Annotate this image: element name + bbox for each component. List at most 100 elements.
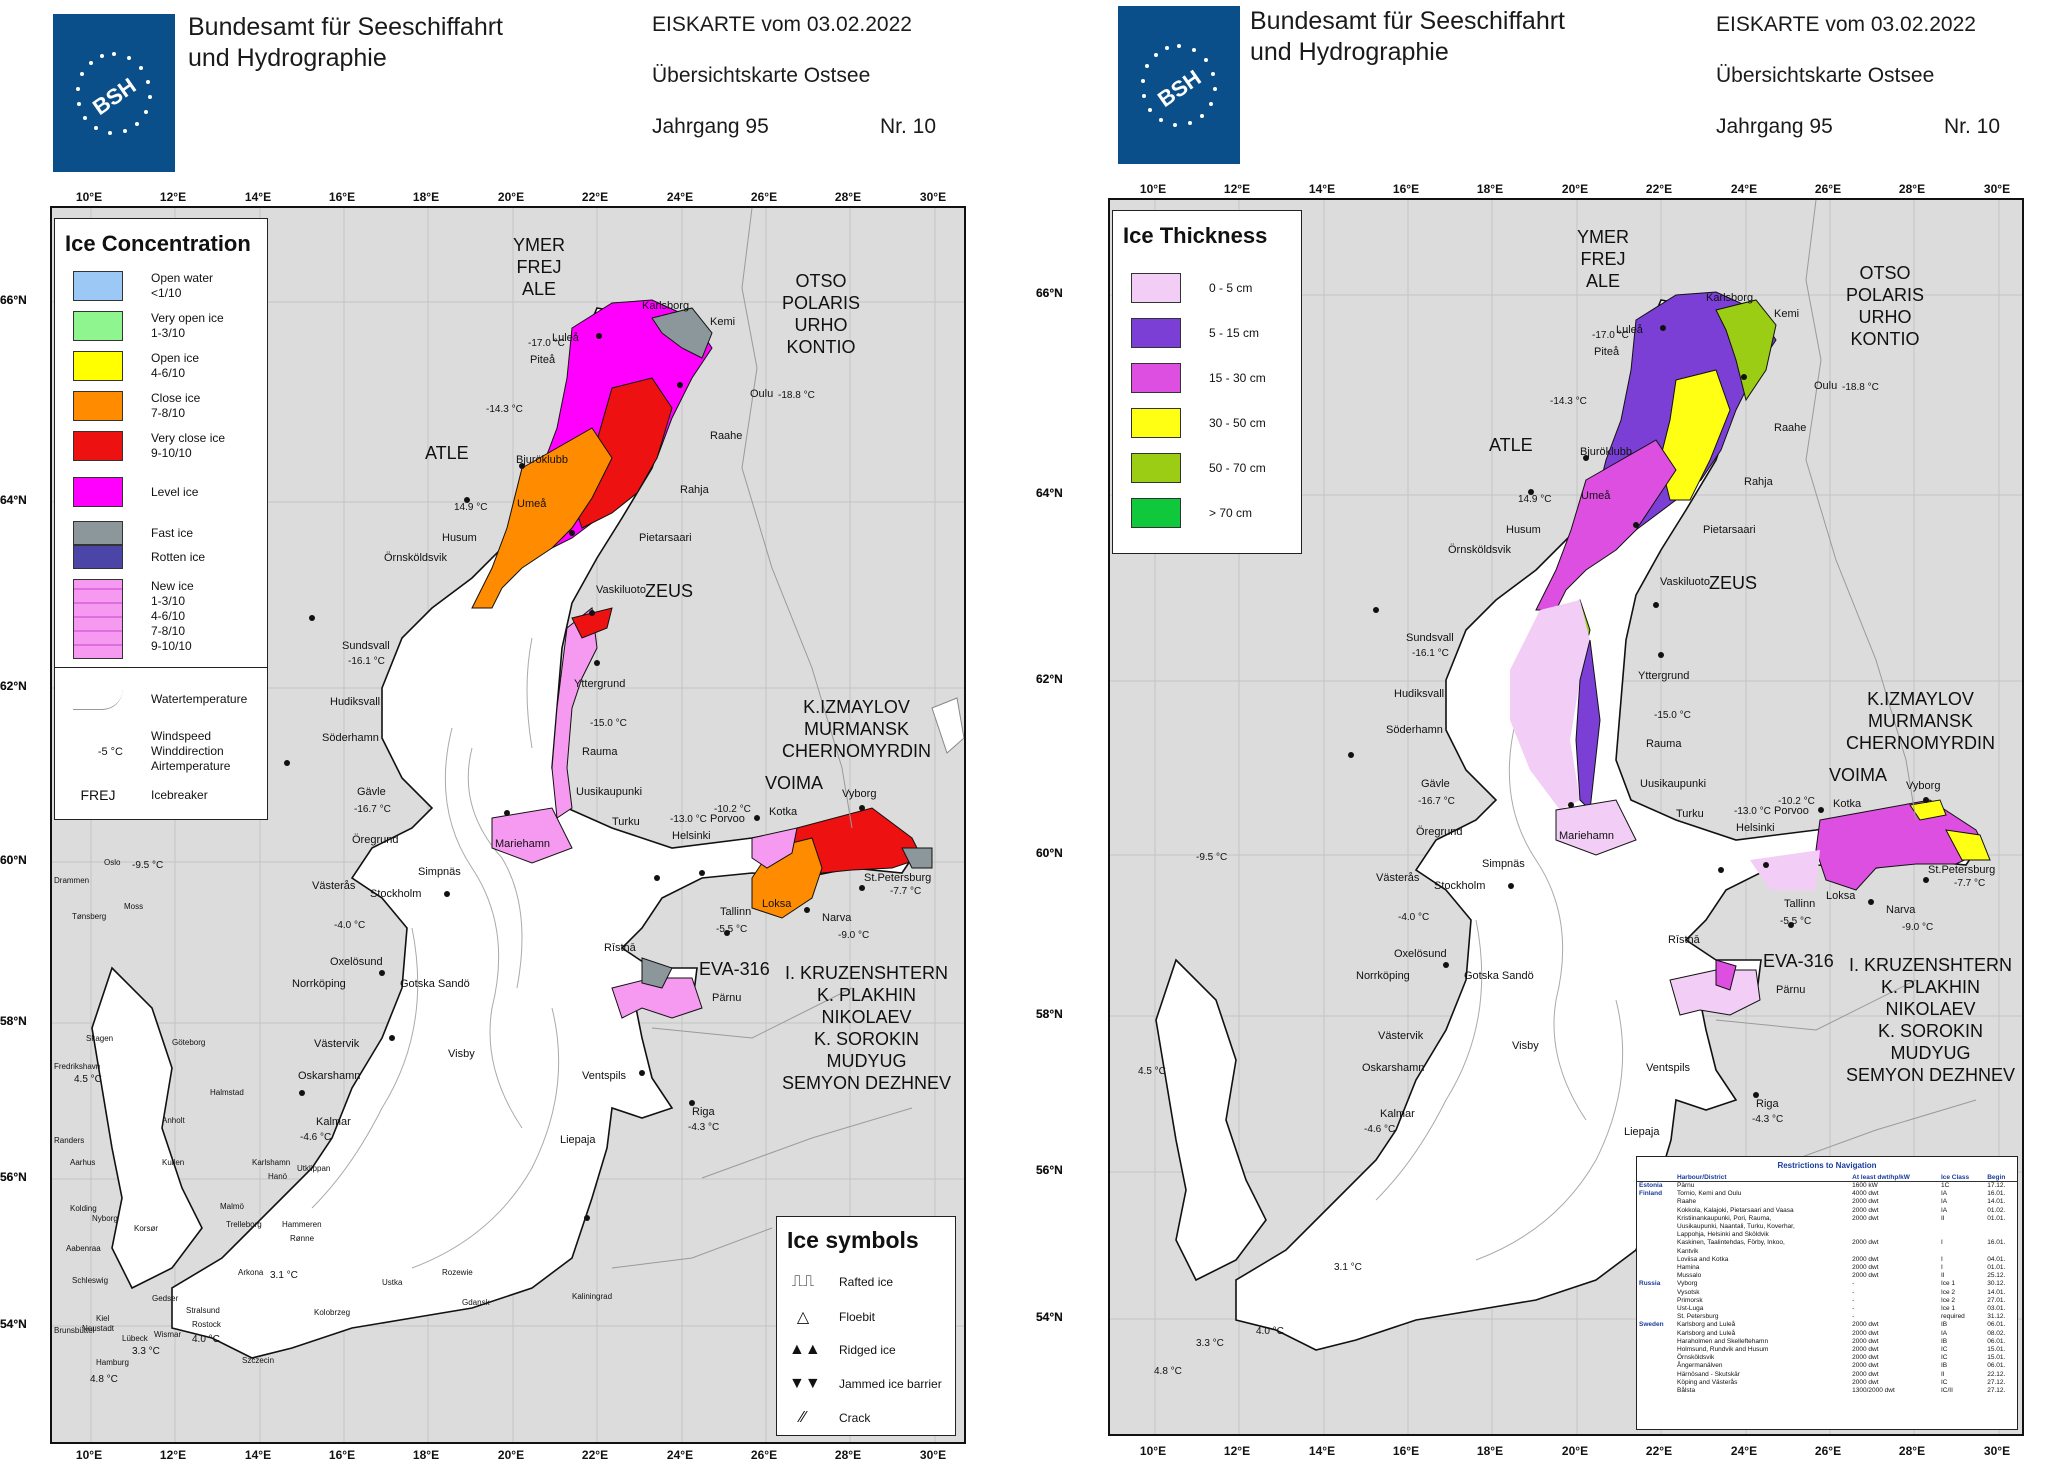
- table-cell: Hamina: [1677, 1264, 1700, 1272]
- icebreaker-group[interactable]: VOIMA: [1829, 765, 1888, 785]
- legend-item-rotten-ice: Rotten ice: [73, 545, 205, 569]
- chart-subtitle: Übersichtskarte Ostsee: [652, 64, 871, 87]
- icebreaker-group[interactable]: ATLE: [425, 443, 469, 463]
- place-label: Turku: [1676, 808, 1704, 820]
- place-label: Wismar: [154, 1330, 182, 1339]
- temperature-reading: -18.8 °C: [778, 390, 815, 401]
- place-label: Sundsvall: [342, 640, 390, 652]
- temperature-reading: 4.0 °C: [192, 1334, 220, 1345]
- temperature-reading: 3.1 °C: [1334, 1262, 1362, 1273]
- icebreaker-group[interactable]: ZEUS: [1709, 573, 1758, 593]
- icebreaker-group[interactable]: OTSO POLARIS URHO KONTIO: [782, 271, 861, 357]
- temperature-reading: -4.3 °C: [688, 1122, 720, 1133]
- table-cell: IA: [1940, 1190, 1948, 1198]
- temperature-reading: -9.5 °C: [132, 860, 164, 871]
- place-label: Mariehamn: [1559, 830, 1615, 842]
- table-cell: 2000 dwt: [1852, 1264, 1879, 1272]
- temperature-reading: 4.8 °C: [90, 1374, 118, 1385]
- temperature-reading: -15.0 °C: [590, 718, 627, 729]
- lon-tick: 26°E: [1814, 182, 1842, 196]
- lon-tick: 20°E: [497, 190, 525, 204]
- symbol-jammed-ice: ▼▼ Jammed ice barrier: [789, 1375, 942, 1393]
- place-label: Vyborg: [842, 788, 877, 800]
- left-header: BSH Bundesamt für Seeschiffahrt und Hydr…: [0, 0, 1036, 190]
- place-label: Gdansk: [462, 1298, 490, 1307]
- place-label: Tallinn: [1784, 898, 1816, 910]
- lon-tick: 12°E: [1223, 182, 1251, 196]
- icebreaker-group[interactable]: I. KRUZENSHTERN K. PLAKHIN NIKOLAEV K. S…: [782, 963, 952, 1093]
- restrictions-table: Restrictions to Navigation Harbour/Distr…: [1636, 1156, 2018, 1430]
- temperature-reading: -14.3 °C: [1550, 396, 1587, 407]
- lat-tick: 60°N: [0, 853, 27, 867]
- table-cell: 2000 dwt: [1852, 1206, 1879, 1214]
- table-cell: Kokkola, Kalajoki, Pietarsaari and Vaasa: [1677, 1206, 1794, 1214]
- place-label: Schleswig: [72, 1276, 109, 1285]
- icebreaker-group[interactable]: K.IZMAYLOV MURMANSK CHERNOMYRDIN: [782, 697, 932, 761]
- table-cell: 4000 dwt: [1852, 1190, 1879, 1198]
- place-label: Kotka: [1833, 798, 1862, 810]
- table-cell: IB: [1940, 1321, 1948, 1329]
- icebreaker-group[interactable]: K.IZMAYLOV MURMANSK CHERNOMYRDIN: [1846, 689, 1996, 753]
- place-label: Örnsköldsvik: [384, 552, 447, 564]
- table-cell: [1637, 1256, 1675, 1264]
- icebreaker-group[interactable]: ATLE: [1489, 435, 1533, 455]
- symbol-label: Ridged ice: [839, 1343, 896, 1357]
- map-frame-concentration[interactable]: Ice Concentration Open water <1/10 Very …: [50, 206, 966, 1444]
- temperature-reading: -13.0 °C: [670, 814, 707, 825]
- place-label: Raahe: [710, 430, 743, 442]
- table-cell: 06.01.: [1987, 1321, 2006, 1329]
- temperature-reading: -5.5 °C: [716, 924, 748, 935]
- symbol-ridged-ice: ▲▲ Ridged ice: [789, 1341, 896, 1359]
- restrictions-title: Restrictions to Navigation: [1777, 1161, 1877, 1170]
- ice-thickness-legend: Ice Thickness 0 - 5 cm 5 - 15 cm 15 - 30…: [1112, 210, 1302, 554]
- map-frame-thickness[interactable]: Ice Thickness 0 - 5 cm 5 - 15 cm 15 - 30…: [1108, 198, 2024, 1436]
- icebreaker-group[interactable]: EVA-316: [1763, 951, 1834, 971]
- lon-tick: 18°E: [412, 1448, 440, 1462]
- table-cell: Tornio, Kemi and Oulu: [1677, 1190, 1742, 1198]
- icebreaker-group[interactable]: ZEUS: [645, 581, 694, 601]
- icebreaker-group[interactable]: EVA-316: [699, 959, 770, 979]
- table-cell: Finland: [1639, 1190, 1663, 1198]
- table-row: Örnsköldsvik 2000 dwt IC 15.01.: [1637, 1354, 2017, 1362]
- lon-tick: 16°E: [1392, 1444, 1420, 1458]
- temperature-reading: -14.3 °C: [486, 404, 523, 415]
- icebreaker-group[interactable]: VOIMA: [765, 773, 824, 793]
- table-cell: Estonia: [1639, 1182, 1663, 1189]
- table-row: Primorsk - Ice 2 27.01.: [1637, 1297, 2017, 1305]
- place-label: Korsør: [134, 1224, 158, 1233]
- table-cell: 2000 dwt: [1852, 1198, 1879, 1206]
- place-label: Sundsvall: [1406, 632, 1454, 644]
- place-label: St.Petersburg: [1928, 864, 1996, 876]
- table-row: Haraholmen and Skelleftehamn 2000 dwt IB 06…: [1637, 1338, 2017, 1346]
- lat-tick: 56°N: [1036, 1163, 1063, 1177]
- place-label: Aabenraa: [66, 1244, 101, 1253]
- swatch: [1131, 273, 1181, 303]
- place-label: Visby: [448, 1048, 475, 1060]
- table-cell: Lappohja, Helsinki and Sköldvik: [1677, 1231, 1769, 1239]
- table-cell: 2000 dwt: [1852, 1321, 1879, 1329]
- swatch: [73, 311, 123, 341]
- table-cell: [1637, 1338, 1675, 1346]
- place-label: Utklippan: [297, 1164, 331, 1173]
- place-label: Kalmar: [1380, 1108, 1415, 1120]
- symbol-label: Floebit: [839, 1310, 876, 1324]
- legend-label: Rotten ice: [151, 549, 206, 564]
- icebreaker-group[interactable]: OTSO POLARIS URHO KONTIO: [1846, 263, 1925, 349]
- lat-tick: 58°N: [1036, 1007, 1063, 1021]
- swatch: [1131, 408, 1181, 438]
- icebreaker-group[interactable]: I. KRUZENSHTERN K. PLAKHIN NIKOLAEV K. S…: [1846, 955, 2016, 1085]
- symbol-rafted-ice: ⎍⎍ Rafted ice: [789, 1273, 893, 1291]
- table-cell: [1850, 1231, 1939, 1239]
- swatch: [1131, 498, 1181, 528]
- temperature-reading: -17.0 °C: [528, 338, 565, 349]
- table-cell: Ust-Luga: [1677, 1305, 1704, 1313]
- table-cell: 31.12.: [1987, 1313, 2006, 1321]
- icebreaker-group[interactable]: YMER FREJ ALE: [513, 235, 566, 299]
- icebreaker-group[interactable]: YMER FREJ ALE: [1577, 227, 1630, 291]
- legend-label: Open ice 4-6/10: [151, 351, 200, 380]
- place-label: Rahja: [1744, 476, 1773, 488]
- place-label: Rauma: [582, 746, 618, 758]
- table-cell: 2000 dwt: [1852, 1337, 1879, 1345]
- table-row: Bålsta 1300/2000 dwt IC/II 27.12.: [1637, 1387, 2017, 1395]
- lon-tick: 14°E: [1308, 182, 1336, 196]
